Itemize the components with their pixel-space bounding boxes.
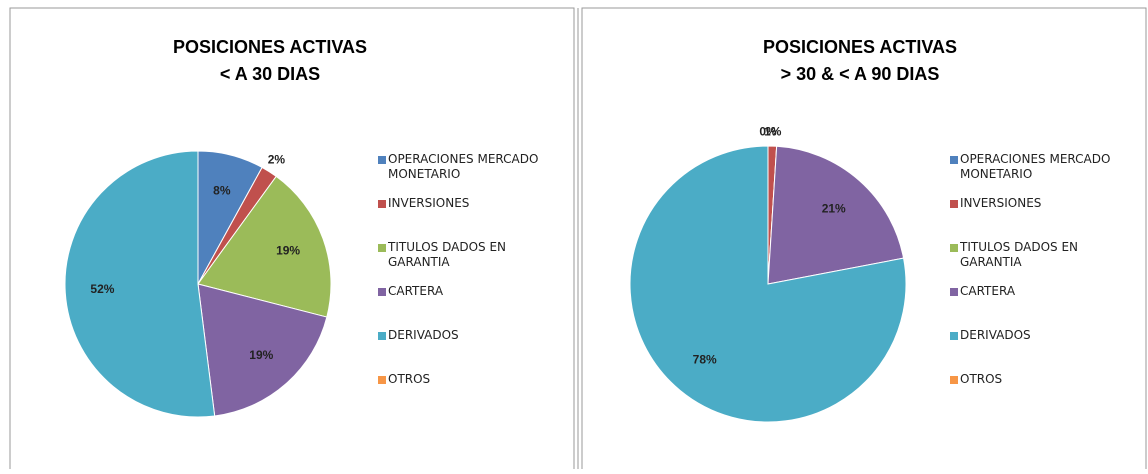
data-label: 8% [213, 183, 231, 197]
legend-entry: OPERACIONES MERCADO MONETARIO [388, 152, 539, 181]
legend-swatch [950, 332, 958, 340]
legend-entry: DERIVADOS [960, 328, 1031, 342]
pie-slice [767, 145, 905, 285]
legend-swatch [378, 156, 386, 164]
panel-right [581, 7, 1147, 474]
chart-title: POSICIONES ACTIVAS [763, 37, 957, 57]
pie-slice [197, 175, 332, 318]
data-label: 2% [268, 153, 286, 167]
data-label: 78% [693, 353, 717, 367]
legend-label: INVERSIONES [388, 196, 470, 210]
legend-entry: OPERACIONES MERCADO MONETARIO [960, 152, 1111, 181]
legend-label: CARTERA [388, 284, 444, 298]
data-label: 52% [90, 282, 114, 296]
legend-label: OTROS [960, 372, 1003, 386]
legend-swatch [378, 288, 386, 296]
legend-swatch [950, 376, 958, 384]
legend-swatch [950, 244, 958, 252]
legend-entry: TITULOS DADOS EN GARANTIA [960, 240, 1079, 269]
legend-swatch [378, 244, 386, 252]
legend-swatch [378, 200, 386, 208]
legend-entry: TITULOS DADOS EN GARANTIA [388, 240, 507, 269]
legend-label: TITULOS DADOS EN GARANTIA [388, 240, 507, 269]
legend-label: INVERSIONES [960, 196, 1042, 210]
legend-entry: OTROS [388, 372, 431, 386]
data-label: 1% [764, 124, 782, 138]
legend-swatch [378, 376, 386, 384]
legend-entry: OTROS [960, 372, 1003, 386]
chart-subtitle: < A 30 DIAS [220, 64, 320, 84]
data-label: 19% [276, 244, 300, 258]
legend-label: TITULOS DADOS EN GARANTIA [960, 240, 1079, 269]
legend-label: OTROS [388, 372, 431, 386]
data-label: 19% [249, 348, 273, 362]
data-label: 21% [822, 202, 846, 216]
legend-label: OPERACIONES MERCADO MONETARIO [960, 152, 1111, 181]
legend-entry: CARTERA [388, 284, 444, 298]
panel-left [9, 7, 575, 474]
pie-slice [197, 283, 328, 417]
legend-label: CARTERA [960, 284, 1016, 298]
legend-entry: DERIVADOS [388, 328, 459, 342]
legend-swatch [378, 332, 386, 340]
legend-label: DERIVADOS [960, 328, 1031, 342]
legend-entry: INVERSIONES [388, 196, 470, 210]
legend-swatch [950, 200, 958, 208]
data-label: 0% [759, 124, 777, 138]
legend-label: OPERACIONES MERCADO MONETARIO [388, 152, 539, 181]
chart-subtitle: > 30 & < A 90 DIAS [781, 64, 940, 84]
legend-entry: CARTERA [960, 284, 1016, 298]
pie-slice [64, 150, 216, 418]
legend-label: DERIVADOS [388, 328, 459, 342]
legend-entry: INVERSIONES [960, 196, 1042, 210]
legend-swatch [950, 156, 958, 164]
chart-title: POSICIONES ACTIVAS [173, 37, 367, 57]
legend-swatch [950, 288, 958, 296]
